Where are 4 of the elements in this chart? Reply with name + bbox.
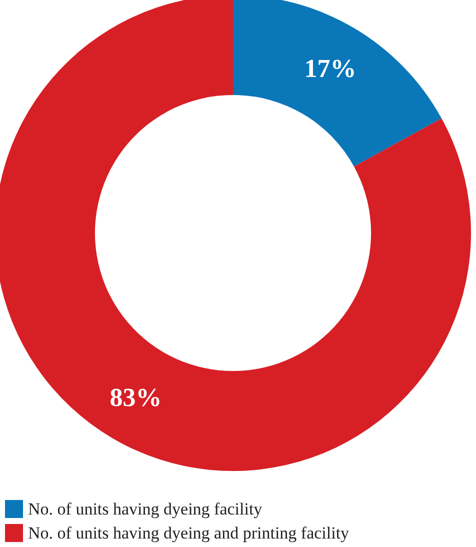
legend-label: No. of units having dyeing and printing facility (28, 524, 350, 542)
legend-label: No. of units having dyeing facility (28, 500, 263, 518)
data-label: 83% (110, 382, 162, 412)
data-label: 17% (304, 54, 356, 84)
